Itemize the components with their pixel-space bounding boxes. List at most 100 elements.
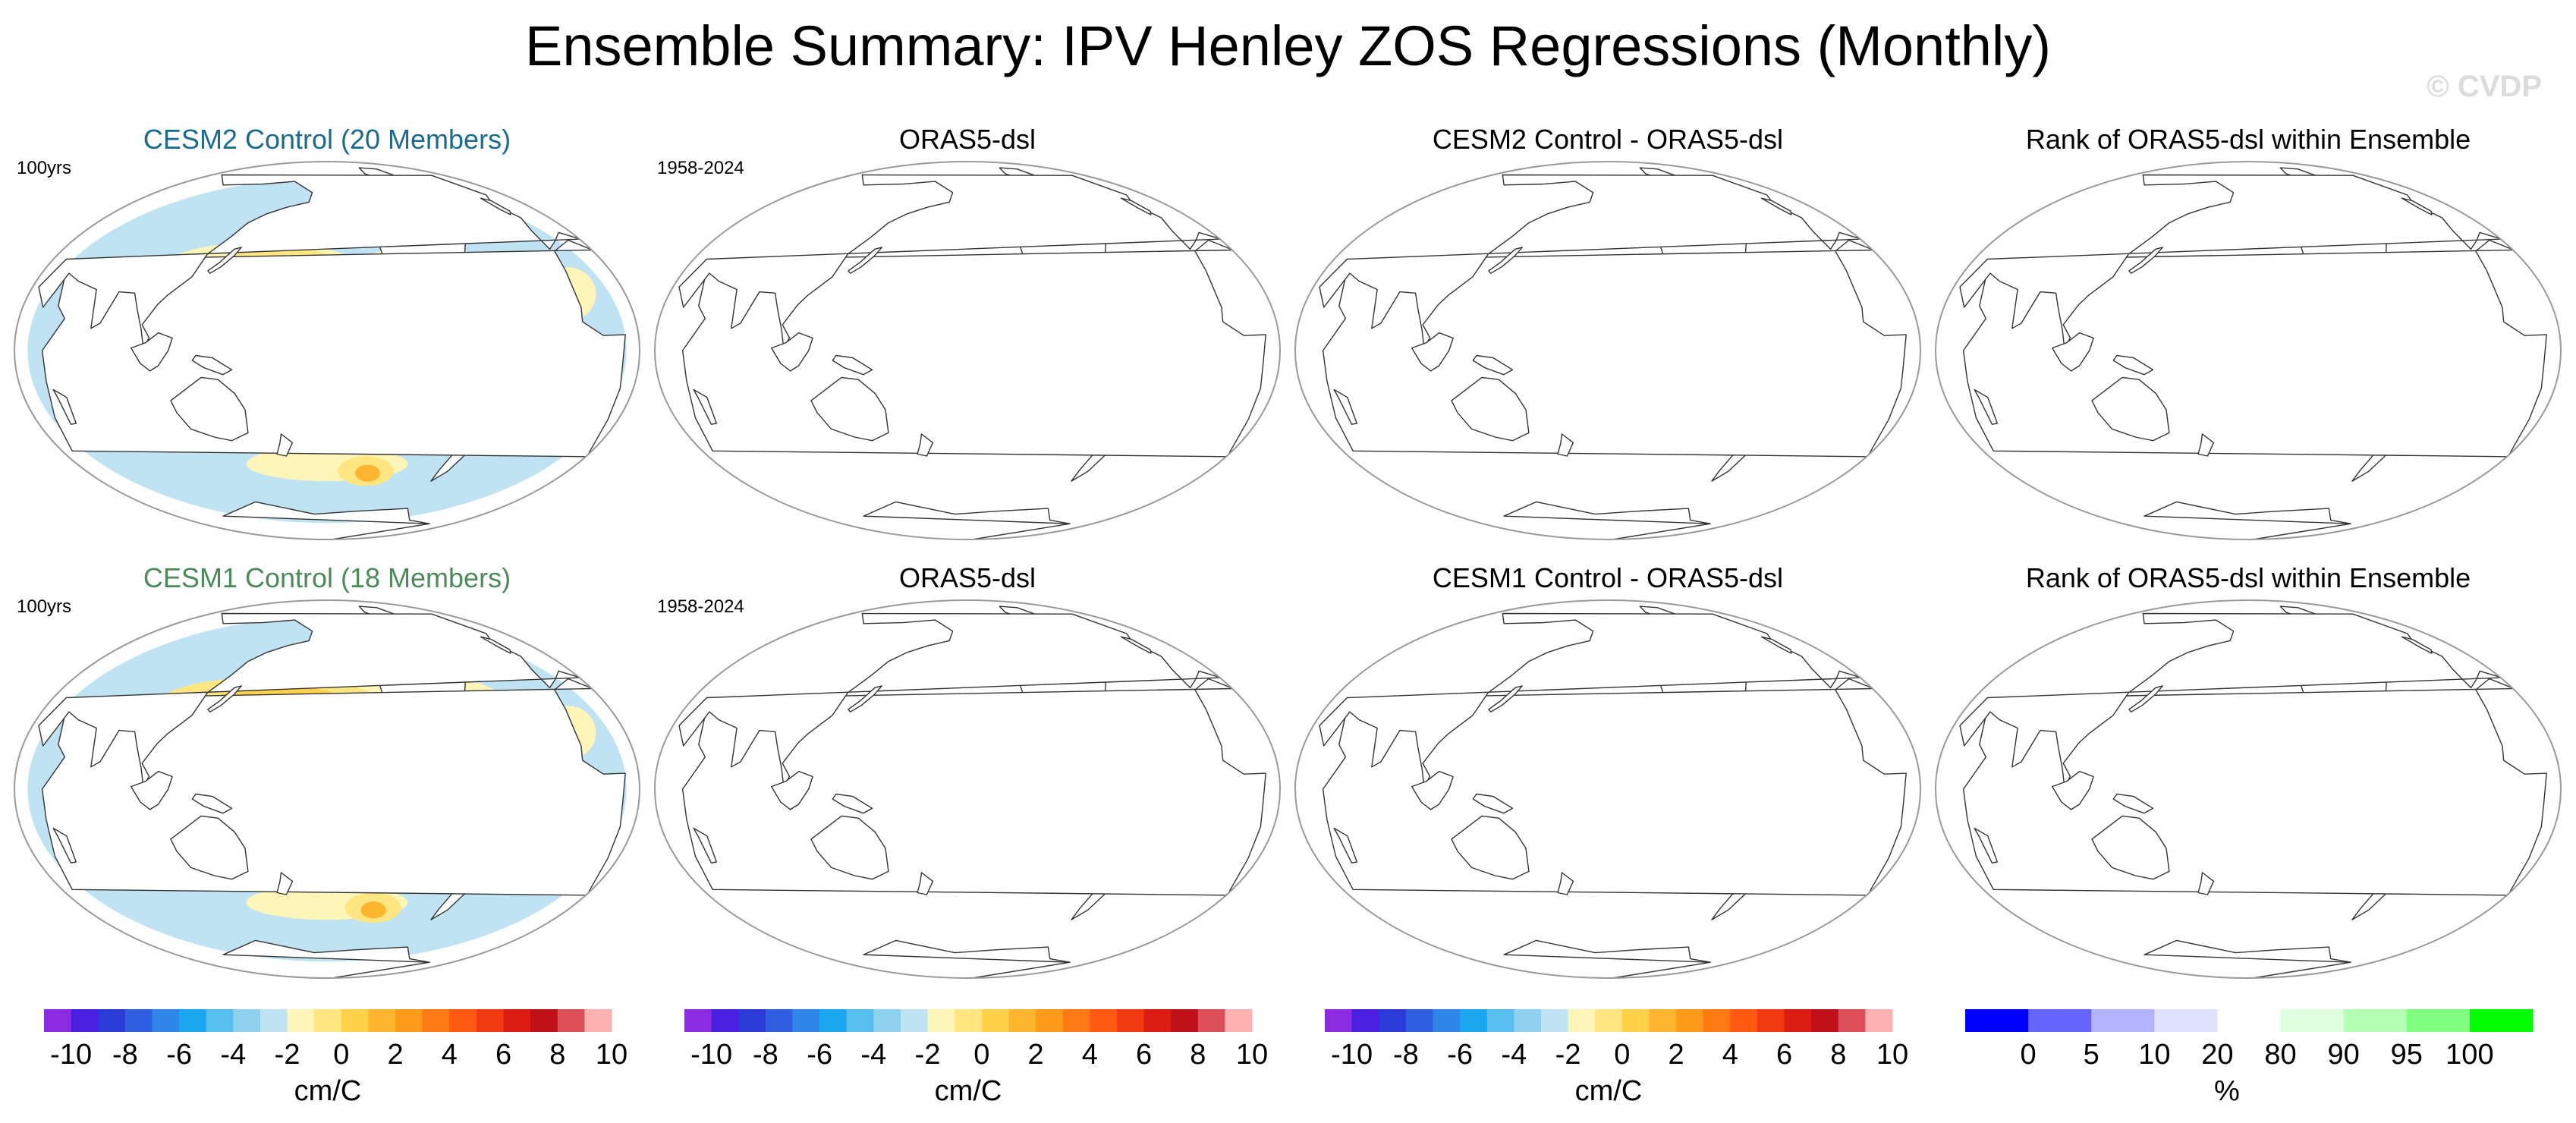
coastline-new-guinea: [832, 793, 873, 814]
colorbar-tick-label: 0: [2021, 1039, 2037, 1071]
panel-title: Rank of ORAS5-dsl within Ensemble: [2025, 124, 2471, 155]
coastline-eurasia: [678, 612, 1222, 788]
colorbar-tick-label: 10: [1876, 1039, 1908, 1071]
coastline-new-zealand: [276, 872, 294, 895]
colorbar-swatch: [1838, 1009, 1866, 1032]
colorbar-swatch: [233, 1009, 261, 1032]
coastline-borneo-sumatra: [1411, 332, 1454, 372]
colorbar-tick-label: 10: [596, 1039, 627, 1071]
colorbar-swatch: [341, 1009, 369, 1032]
panel-title: ORAS5-dsl: [898, 124, 1036, 155]
colorbar-tick-label: 8: [549, 1039, 565, 1071]
colorbar-swatch: [1036, 1009, 1064, 1032]
colorbar-swatch: [1225, 1009, 1253, 1032]
colorbar-unit: cm/C: [1575, 1075, 1643, 1107]
colorbar-swatch: [684, 1009, 712, 1032]
coastline-japan: [2128, 247, 2163, 274]
colorbar-swatch: [71, 1009, 99, 1032]
colorbar-swatch: [1090, 1009, 1118, 1032]
colorbar-tick-label: 10: [2138, 1039, 2170, 1071]
colorbar-swatch: [2154, 1009, 2218, 1032]
map-outline: [1294, 161, 1921, 540]
colorbar-swatch: [1730, 1009, 1758, 1032]
coastline-madagascar: [52, 388, 77, 425]
colorbar-swatch: [1460, 1009, 1488, 1032]
colorbar-tick-label: 6: [1136, 1039, 1152, 1071]
map-content: [1959, 606, 2547, 979]
colorbar-swatch: [1757, 1009, 1785, 1032]
colorbar-swatch: [1143, 1009, 1172, 1032]
coastline-japan: [1488, 247, 1523, 274]
colorbar-swatch: [368, 1009, 396, 1032]
coastline-madagascar: [1333, 827, 1357, 863]
colorbar-swatch: [1116, 1009, 1145, 1032]
colorbar-regression: -10 -8 -6 -4 -2 0 2 4 6 8 10 cm/C: [44, 1009, 627, 1107]
colorbar-tick-label: 80: [2264, 1039, 2296, 1071]
panel-period: 1958-2024: [657, 596, 744, 617]
panel-title: CESM1 Control - ORAS5-dsl: [1432, 562, 1784, 593]
colorbar-swatch: [738, 1009, 766, 1032]
coastline-uk: [1120, 636, 1152, 654]
panel-period: 1958-2024: [657, 158, 744, 178]
colorbar-swatch: [1676, 1009, 1704, 1032]
colorbar-swatch: [1811, 1009, 1839, 1032]
coastline-new-zealand: [1557, 433, 1574, 457]
colorbar-tick-label: 90: [2328, 1039, 2360, 1071]
coastline-japan: [2128, 685, 2163, 712]
coastline-madagascar: [1974, 827, 1998, 863]
map-content: [1959, 167, 2547, 540]
coastline-borneo-sumatra: [771, 770, 813, 810]
coastline-antarctica: [1503, 501, 1711, 540]
coastline-eurasia: [1959, 174, 2502, 349]
colorbar-tick-label: 95: [2391, 1039, 2423, 1071]
coastline-eurasia: [38, 174, 581, 349]
coastline-uk: [1760, 636, 1792, 654]
colorbar-tick-label: -6: [1447, 1039, 1473, 1071]
colorbar-swatch: [927, 1009, 955, 1032]
coastline-australia: [1451, 815, 1530, 880]
colorbar-swatch: [2217, 1009, 2282, 1032]
map-content: [678, 606, 1266, 979]
colorbar-swatch: [314, 1009, 342, 1032]
panel-period: 100yrs: [17, 158, 72, 178]
coastline-new-guinea: [2112, 793, 2154, 814]
colorbar-swatch: [422, 1009, 450, 1032]
colorbar-swatch: [98, 1009, 126, 1032]
colorbar-tick-label: 0: [973, 1039, 989, 1071]
colorbar-unit: cm/C: [935, 1075, 1002, 1107]
colorbar-swatch: [557, 1009, 585, 1032]
coastline-japan: [207, 247, 242, 274]
map-outline: [654, 161, 1281, 540]
colorbar-swatch: [1433, 1009, 1461, 1032]
coastline-australia: [170, 815, 249, 880]
colorbar-tick-label: 4: [1722, 1039, 1738, 1071]
cvdp-watermark: © CVDP: [2427, 70, 2542, 103]
field-contour: [360, 901, 386, 919]
colorbar-rank: 0 5 10 20 80 90 95 100%: [1965, 1009, 2534, 1107]
empty-map: [1294, 161, 1921, 540]
colorbar-swatch: [1568, 1009, 1596, 1032]
colorbar-swatch: [711, 1009, 739, 1032]
map-outline: [14, 161, 640, 540]
coastline-eurasia: [1319, 612, 1862, 788]
coastline-uk: [2401, 197, 2433, 215]
coastline-new-guinea: [1472, 354, 1514, 376]
coastline-new-zealand: [1557, 872, 1574, 895]
colorbar-tick-label: -6: [166, 1039, 192, 1071]
coastline-australia: [1451, 376, 1530, 442]
map-content: [27, 606, 627, 979]
colorbar-swatch: [1405, 1009, 1433, 1032]
map-content: [1319, 167, 1907, 540]
colorbar-tick-label: 8: [1830, 1039, 1846, 1071]
colorbar-tick-label: -2: [1555, 1039, 1581, 1071]
colorbar-swatch: [395, 1009, 423, 1032]
coastline-japan: [207, 685, 242, 712]
coastline-uk: [1120, 197, 1152, 215]
coastline-madagascar: [693, 388, 717, 425]
colorbar-swatch: [1062, 1009, 1090, 1032]
coastline-antarctica: [863, 501, 1071, 540]
coastline-new-zealand: [2197, 433, 2215, 457]
empty-map: [654, 599, 1281, 979]
colorbar-tick-label: 0: [333, 1039, 349, 1071]
colorbar-swatch: [530, 1009, 558, 1032]
